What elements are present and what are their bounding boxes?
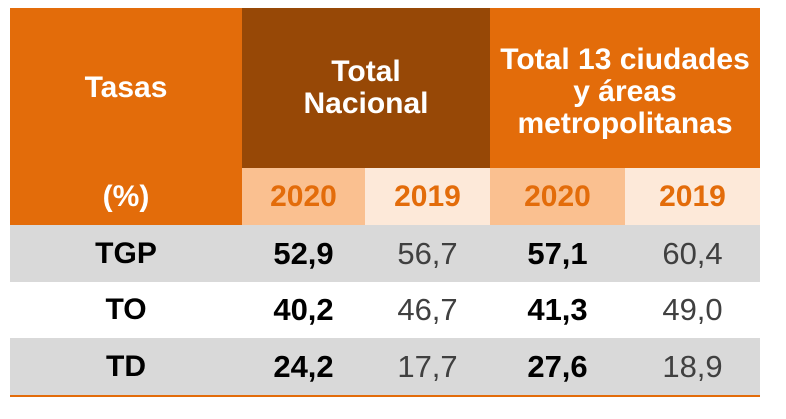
row-label: TGP	[95, 236, 157, 270]
row-band	[10, 338, 760, 395]
group-header: Total Nacional	[242, 8, 490, 168]
year-header: 2020	[490, 168, 625, 225]
row-label: TO	[105, 293, 147, 326]
year-header: 2019	[625, 168, 760, 225]
cell-value: 56,7	[397, 235, 458, 271]
cell-value: 24,2	[273, 348, 334, 384]
row-band	[10, 225, 760, 282]
unit-header: (%)	[10, 168, 242, 225]
cell-value: 46,7	[397, 292, 458, 327]
cell-value: 17,7	[397, 348, 458, 384]
row-label: TD	[106, 349, 146, 383]
cell-value: 27,6	[527, 348, 588, 384]
cell-value: 18,9	[662, 348, 723, 384]
cell-value: 49,0	[662, 292, 723, 327]
cell-value: 57,1	[527, 235, 588, 271]
group-header: Total 13 ciudades y áreas metropolitanas	[490, 8, 760, 168]
cell-value: 41,3	[527, 292, 588, 327]
cell-value: 40,2	[273, 292, 334, 327]
bottom-rule	[10, 395, 760, 397]
year-header: 2019	[365, 168, 490, 225]
cell-value: 52,9	[273, 235, 334, 271]
row-band	[10, 282, 760, 338]
rate-header: Tasas	[10, 8, 242, 168]
year-header: 2020	[242, 168, 365, 225]
cell-value: 60,4	[662, 235, 723, 271]
